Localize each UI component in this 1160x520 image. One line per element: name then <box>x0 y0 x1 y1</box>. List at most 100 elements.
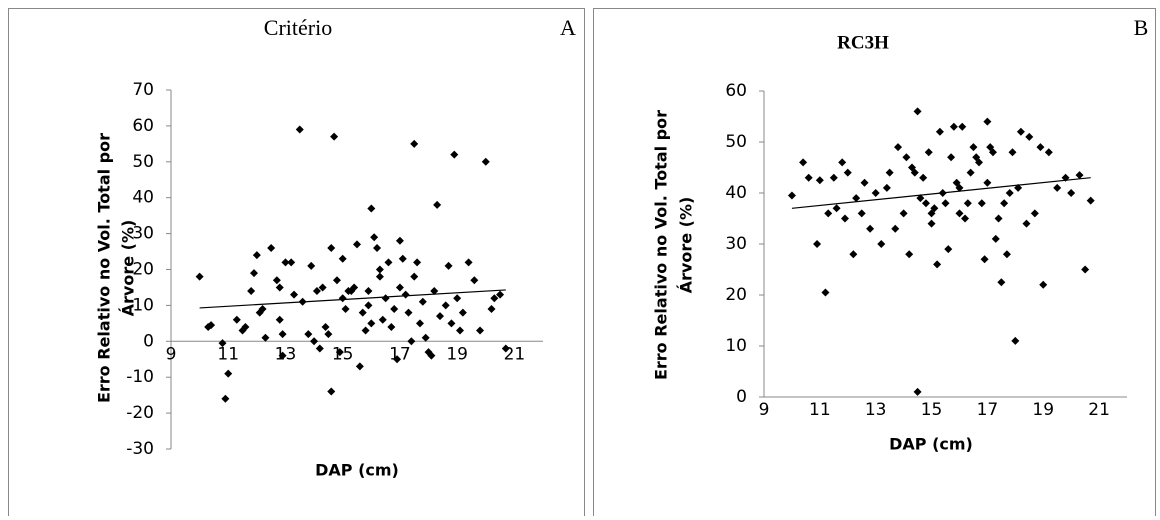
x-tick-label: 13 <box>865 400 887 420</box>
point <box>404 308 413 317</box>
point <box>991 234 1000 243</box>
trendline <box>791 177 1091 209</box>
point <box>961 214 970 223</box>
point <box>232 315 241 324</box>
point <box>1053 183 1062 192</box>
panel-frame <box>593 8 1156 520</box>
point <box>367 319 376 328</box>
point <box>813 240 822 248</box>
point <box>410 139 419 148</box>
point <box>275 283 284 292</box>
point <box>969 143 978 152</box>
point <box>384 258 393 267</box>
point <box>838 158 847 167</box>
point <box>963 199 972 208</box>
y-tick-label: 0 <box>736 387 747 407</box>
point <box>935 127 944 136</box>
chart-panel: Critério A -30 -20 -10 0 10 20 30 40 50 60 70 9 11 13 15… <box>8 8 585 520</box>
point <box>447 319 456 328</box>
point <box>1016 127 1025 136</box>
x-tick-label: 13 <box>275 344 297 364</box>
x-tick-label: 21 <box>1088 400 1110 420</box>
y-tick-label: 30 <box>725 234 747 254</box>
point <box>958 122 967 131</box>
point <box>490 294 499 303</box>
point <box>338 294 347 303</box>
y-axis-title: Árvore (%) <box>119 220 138 317</box>
point <box>278 330 287 339</box>
y-tick-label: 20 <box>725 285 747 305</box>
point <box>840 214 849 223</box>
point <box>224 369 233 378</box>
point <box>924 148 933 157</box>
point <box>470 276 479 285</box>
point <box>281 258 290 267</box>
y-tick-label: 50 <box>132 152 154 172</box>
point <box>913 107 922 116</box>
point <box>287 258 296 267</box>
point <box>327 243 336 252</box>
point <box>1025 132 1034 141</box>
point <box>1081 265 1090 274</box>
point <box>395 236 404 245</box>
point <box>361 326 370 335</box>
point <box>821 288 830 297</box>
point <box>290 290 299 299</box>
point <box>983 117 992 126</box>
point <box>390 304 399 313</box>
point <box>487 304 496 313</box>
point <box>241 322 250 331</box>
x-tick-label: 19 <box>446 344 468 364</box>
point <box>1086 196 1095 205</box>
point <box>272 276 281 285</box>
point <box>413 258 422 267</box>
point <box>315 344 324 353</box>
point <box>955 183 964 192</box>
point <box>949 122 958 131</box>
point <box>387 322 396 331</box>
point <box>857 209 866 218</box>
x-tick-label: 17 <box>977 400 999 420</box>
y-tick-label: 60 <box>725 81 747 101</box>
point <box>921 199 930 208</box>
point <box>295 125 304 134</box>
x-axis-title: DAP (cm) <box>315 461 399 480</box>
point <box>977 199 986 208</box>
point <box>894 143 903 152</box>
point <box>1022 219 1031 228</box>
point <box>304 330 313 339</box>
x-tick-label: 9 <box>759 400 770 420</box>
point <box>1005 189 1014 197</box>
point <box>310 337 319 346</box>
point <box>804 173 813 182</box>
point <box>435 312 444 321</box>
point <box>1075 171 1084 180</box>
point <box>1039 280 1048 289</box>
point <box>1000 199 1009 208</box>
point <box>364 287 373 296</box>
point <box>444 261 453 270</box>
point <box>393 355 402 364</box>
point <box>501 344 510 353</box>
point <box>481 157 490 166</box>
y-tick-label: 70 <box>132 80 154 100</box>
point <box>947 153 956 162</box>
y-tick-label: 60 <box>132 116 154 136</box>
point <box>421 333 430 342</box>
point <box>353 240 361 249</box>
point <box>456 326 465 335</box>
point <box>307 261 316 270</box>
point <box>415 319 424 328</box>
point <box>941 199 950 208</box>
chart-title: RC3H <box>837 32 889 53</box>
x-tick-label: 9 <box>166 344 177 364</box>
point <box>427 351 436 360</box>
point <box>407 337 416 346</box>
x-tick-label: 19 <box>1032 400 1054 420</box>
y-axis-title: Erro Relativo no Vol. Total por <box>95 133 114 403</box>
point <box>350 283 359 292</box>
point <box>902 153 911 162</box>
point <box>899 209 908 218</box>
point <box>433 200 442 209</box>
